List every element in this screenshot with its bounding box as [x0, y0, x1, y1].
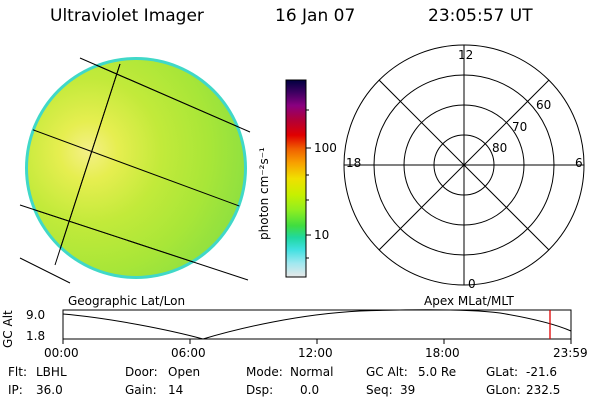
mode-label: Mode: [246, 365, 283, 379]
mlt-label-18: 18 [346, 156, 362, 170]
uv-earth-image [19, 57, 251, 284]
instrument-title: Ultraviolet Imager [50, 6, 204, 26]
door-value: Open [168, 365, 201, 379]
time-tick-0600: 06:00 [171, 346, 206, 360]
colorbar-tick-100: 100 [314, 141, 337, 155]
time-tick-0000: 00:00 [44, 346, 79, 360]
mlt-label-12: 12 [458, 48, 474, 62]
gain-value: 14 [168, 383, 184, 397]
glon-value: 232.5 [526, 383, 561, 397]
time-tick-1200: 12:00 [298, 346, 333, 360]
dsp-value: 0.0 [300, 383, 320, 397]
glon-label: GLon: [486, 383, 521, 397]
flt-label: Flt: [8, 365, 27, 379]
alt-tick-1-8: 1.8 [26, 329, 46, 343]
ip-label: IP: [8, 383, 23, 397]
ip-value: 36.0 [36, 383, 63, 397]
time-tick-2359: 23:59 [553, 346, 588, 360]
lat-line [26, 124, 246, 211]
mlt-label-6: 6 [575, 156, 583, 170]
dsp-label: Dsp: [246, 383, 274, 397]
seq-label: Seq: [366, 383, 393, 397]
gain-label: Gain: [125, 383, 157, 397]
mlt-label-0: 0 [468, 277, 476, 291]
mode-value: Normal [290, 365, 334, 379]
lat-label-70: 70 [512, 120, 528, 134]
gc-alt-axis-label: GC Alt [1, 310, 15, 348]
colorbar-tick-10: 10 [314, 228, 330, 242]
glat-label: GLat: [486, 365, 519, 379]
gc-alt-label: GC Alt: [366, 365, 408, 379]
seq-value: 39 [400, 383, 416, 397]
lat-label-80: 80 [492, 141, 508, 155]
flt-value: LBHL [36, 365, 67, 379]
polar-plot [343, 44, 585, 286]
time-label: 23:05:57 UT [428, 6, 533, 26]
date-label: 16 Jan 07 [275, 6, 356, 26]
altitude-plot [62, 309, 572, 344]
apex-label: Apex MLat/MLT [424, 294, 514, 308]
glat-value: -21.6 [526, 365, 558, 379]
alt-tick-9: 9.0 [26, 308, 46, 322]
door-label: Door: [125, 365, 158, 379]
gc-alt-value: 5.0 Re [418, 365, 457, 379]
colorbar [285, 79, 311, 278]
time-tick-1800: 18:00 [425, 346, 460, 360]
colorbar-unit-label: photon cm⁻²s⁻¹ [257, 147, 271, 240]
lat-label-60: 60 [536, 98, 552, 112]
geographic-label: Geographic Lat/Lon [68, 294, 186, 308]
